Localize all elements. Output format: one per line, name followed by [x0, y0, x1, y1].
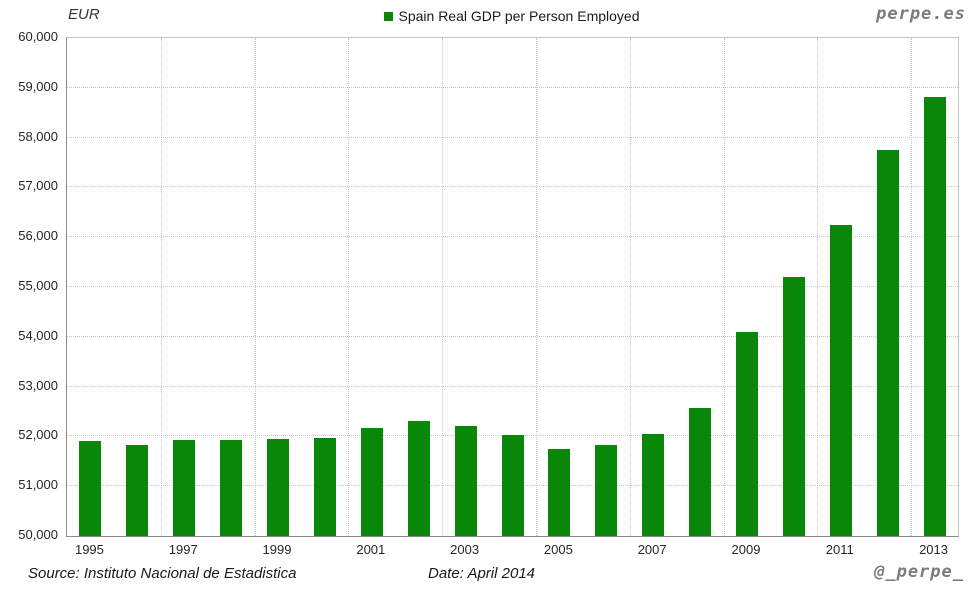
v-gridline — [535, 38, 537, 536]
x-tick-label: 2003 — [450, 542, 480, 557]
v-gridline — [723, 38, 725, 536]
bar-2010 — [782, 277, 805, 536]
author-handle-watermark: @_perpe_ — [874, 562, 964, 582]
bar-2004 — [501, 435, 524, 536]
bar-2002 — [407, 421, 430, 536]
bar-1999 — [267, 439, 290, 536]
y-tick-label: 54,000 — [18, 327, 58, 343]
bar-2003 — [454, 425, 477, 536]
h-gridline — [67, 286, 958, 287]
legend-marker-icon — [383, 12, 393, 21]
bar-2012 — [876, 149, 899, 536]
x-tick-label: 1995 — [74, 542, 104, 557]
y-tick-label: 57,000 — [18, 178, 58, 194]
x-tick-label: 2007 — [637, 542, 667, 557]
bar-2008 — [689, 407, 712, 536]
bar-1998 — [220, 440, 243, 536]
bar-2011 — [829, 224, 852, 536]
x-tick-label: 1999 — [262, 542, 292, 557]
y-tick-label: 60,000 — [18, 29, 58, 44]
x-tick-label: 2013 — [919, 542, 948, 557]
brand-watermark: perpe.es — [876, 4, 966, 24]
v-gridline — [911, 38, 913, 536]
x-tick-label: 2009 — [731, 542, 761, 557]
bar-2001 — [360, 427, 383, 536]
v-gridline — [629, 38, 631, 536]
y-tick-label: 52,000 — [18, 427, 58, 443]
y-axis-unit-label: EUR — [68, 6, 100, 23]
v-gridline — [348, 38, 350, 536]
y-tick-label: 58,000 — [18, 128, 58, 144]
bar-2007 — [642, 434, 665, 536]
bar-2005 — [548, 449, 571, 536]
h-gridline — [67, 385, 958, 387]
bar-2013 — [923, 96, 946, 536]
v-gridline — [817, 38, 819, 536]
y-tick-label: 51,000 — [18, 477, 58, 493]
legend-series-label: Spain Real GDP per Person Employed — [398, 8, 640, 24]
bar-1997 — [173, 440, 196, 536]
date-note: Date: April 2014 — [428, 565, 536, 582]
h-gridline — [67, 236, 958, 238]
x-tick-label: 2011 — [825, 542, 854, 557]
v-gridline — [254, 38, 256, 536]
bar-1995 — [79, 441, 102, 536]
h-gridline — [67, 335, 958, 337]
plot-area — [66, 37, 959, 537]
x-tick-label: 2005 — [543, 542, 573, 557]
bar-2009 — [735, 332, 758, 536]
v-gridline — [160, 38, 162, 536]
bar-2000 — [313, 438, 336, 536]
h-gridline — [67, 86, 958, 88]
y-tick-label: 59,000 — [18, 78, 58, 94]
x-tick-label: 2001 — [356, 542, 386, 557]
y-tick-label: 55,000 — [18, 278, 58, 293]
source-note: Source: Instituto Nacional de Estadistic… — [28, 565, 297, 582]
bar-1996 — [126, 445, 149, 536]
bar-2006 — [595, 445, 618, 536]
y-tick-label: 56,000 — [18, 228, 58, 244]
x-tick-label: 1997 — [168, 542, 198, 557]
legend: Spain Real GDP per Person Employed — [66, 8, 957, 24]
y-tick-label: 53,000 — [18, 377, 58, 393]
h-gridline — [67, 186, 958, 188]
h-gridline — [67, 136, 958, 138]
v-gridline — [442, 38, 444, 536]
y-tick-label: 50,000 — [18, 527, 58, 542]
